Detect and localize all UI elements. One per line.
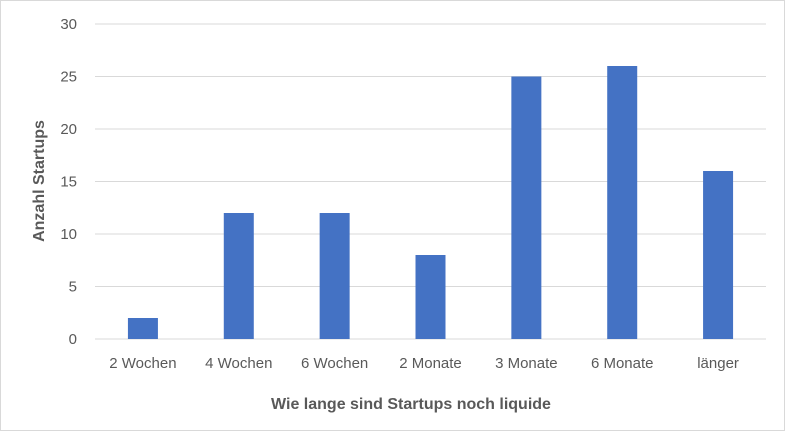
x-axis-ticks: 2 Wochen 4 Wochen 6 Wochen 2 Monate 3 Monate…	[109, 355, 739, 372]
y-axis-title: Anzahl Startups	[31, 120, 48, 242]
y-tick-label: 25	[60, 69, 77, 86]
x-tick-label: 6 Monate	[591, 355, 654, 372]
bars	[127, 66, 734, 339]
y-tick-label: 20	[60, 121, 77, 138]
y-tick-label: 0	[69, 331, 77, 348]
bar-4	[511, 76, 542, 339]
x-tick-label: 2 Wochen	[109, 355, 176, 372]
bar-1	[223, 213, 254, 339]
x-tick-label: 4 Wochen	[205, 355, 272, 372]
x-tick-label: länger	[697, 355, 739, 372]
bar-2	[319, 213, 350, 339]
y-tick-label: 15	[60, 174, 77, 191]
bar-0	[127, 318, 158, 339]
bar-5	[607, 66, 638, 339]
bar-3	[415, 255, 446, 339]
x-tick-label: 3 Monate	[495, 355, 558, 372]
x-tick-label: 6 Wochen	[301, 355, 368, 372]
x-axis-title: Wie lange sind Startups noch liquide	[271, 396, 551, 413]
y-tick-label: 10	[60, 226, 77, 243]
y-tick-label: 5	[69, 279, 77, 296]
gridlines	[95, 23, 766, 340]
bar-6	[703, 171, 734, 339]
x-tick-label: 2 Monate	[399, 355, 462, 372]
y-tick-label: 30	[60, 16, 77, 33]
y-axis-ticks: 0 5 10 15 20 25 30	[60, 16, 77, 348]
